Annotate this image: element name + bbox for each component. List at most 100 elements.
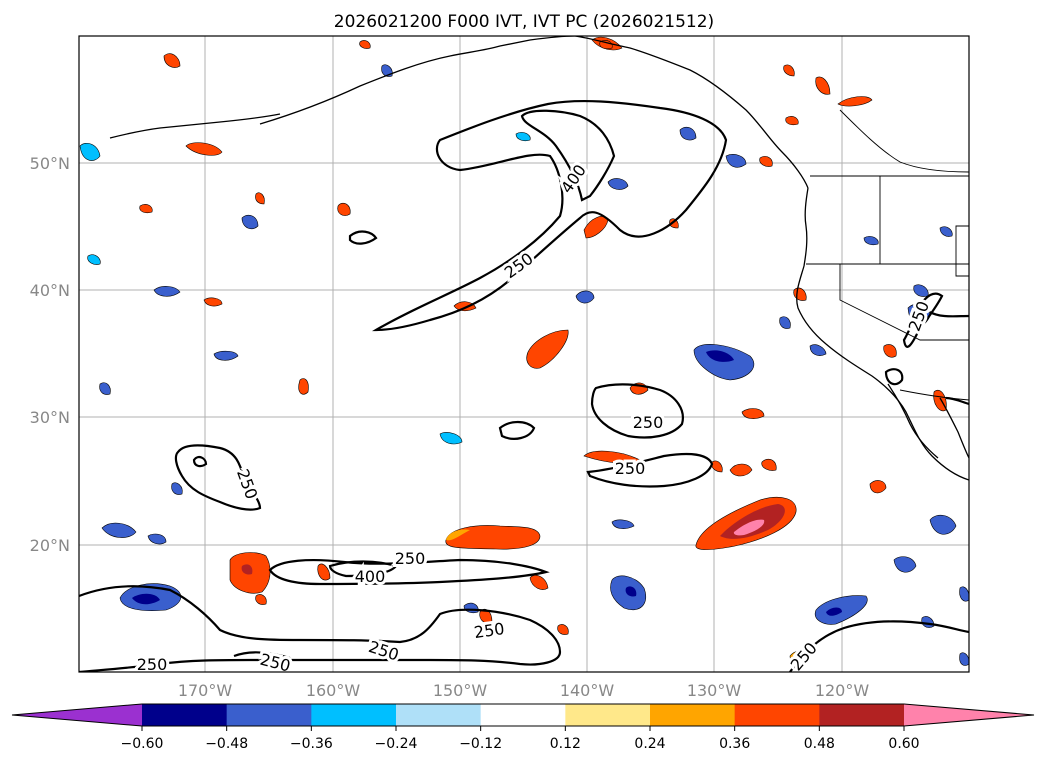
negative-blob (929, 514, 957, 535)
colorbar-segment (819, 704, 905, 726)
positive-blob (445, 525, 541, 550)
positive-blob (741, 408, 765, 419)
negative-blob (101, 522, 137, 538)
negative-blob (213, 350, 239, 361)
negative-blob (610, 575, 646, 610)
positive-blob (761, 458, 777, 471)
negative-blob (939, 226, 953, 237)
positive-blob (785, 116, 799, 126)
colorbar-tick-label: 0.60 (888, 736, 919, 752)
positive-blob (695, 497, 797, 550)
positive-blob (255, 594, 267, 605)
positive-blob (837, 96, 873, 107)
colorbar-tick-label: −0.36 (290, 736, 333, 752)
ivt-contour-250 (590, 383, 684, 439)
latitude-labels: 50°N 40°N 30°N 20°N (30, 154, 70, 555)
negative-blob (439, 432, 463, 445)
lat-label: 50°N (30, 154, 70, 173)
lon-label: 150°W (433, 681, 488, 700)
colorbar-segment (480, 704, 566, 726)
colorbar-segment (311, 704, 397, 726)
lon-label: 170°W (178, 681, 233, 700)
positive-blob (298, 378, 309, 395)
negative-blob (779, 316, 791, 329)
contour-label: 250 (615, 459, 646, 478)
ivt-contour-250 (789, 620, 969, 672)
negative-blob (693, 344, 755, 381)
colorbar-extend-high (904, 704, 1034, 726)
ivt-contour-400 (520, 109, 616, 202)
positive-blob (317, 563, 331, 581)
ivt-contour-250 (902, 292, 944, 348)
positive-blob (229, 552, 271, 594)
coastlines (109, 36, 969, 481)
alaska-coastline (259, 36, 576, 125)
positive-blob (529, 575, 549, 590)
ivt-pc-shading (79, 36, 969, 666)
lat-label: 20°N (30, 536, 70, 555)
contour-label: 250 (633, 413, 664, 432)
longitude-labels: 170°W 160°W 150°W 140°W 130°W 120°W (178, 681, 870, 700)
colorbar-tick-label: 0.24 (634, 736, 665, 752)
colorbar-tick-label: 0.48 (804, 736, 835, 752)
us-state-border (955, 225, 969, 277)
contour-label: 400 (355, 567, 386, 586)
contour-label: 250 (137, 655, 168, 674)
negative-blob (171, 482, 183, 495)
negative-blob (381, 64, 393, 77)
negative-blob (79, 143, 101, 161)
negative-blob (607, 178, 629, 190)
canada-coastline (803, 187, 809, 267)
map-panel: 400 250 250 250 250 400 250 250 250 250 … (78, 35, 970, 674)
map-title: 2026021200 F000 IVT, IVT PC (2026021512) (334, 12, 714, 32)
lon-label: 160°W (306, 681, 361, 700)
colorbar-segment (142, 704, 228, 726)
ivt-contour-250 (348, 230, 378, 245)
negative-blob (241, 214, 259, 230)
negative-blob (814, 595, 868, 625)
negative-blob (147, 533, 167, 545)
alaska-coastline (574, 36, 809, 189)
positive-blob (255, 192, 265, 205)
ivt-contour-250 (79, 585, 562, 672)
colorbar-tick-label: −0.12 (459, 736, 502, 752)
positive-blob (789, 650, 807, 664)
map-frame (78, 35, 970, 673)
positive-blob (599, 40, 613, 50)
colorbar-segment (565, 704, 651, 726)
negative-blob (99, 382, 111, 395)
colorbar-segment (226, 704, 312, 726)
canada-province-border (839, 109, 969, 173)
positive-blob (815, 76, 831, 95)
colorbar-tick-label: −0.48 (205, 736, 248, 752)
positive-blob (729, 463, 753, 477)
lon-label: 120°W (815, 681, 870, 700)
negative-blob (515, 132, 531, 142)
positive-blob (337, 202, 351, 216)
ivt-contour-250 (371, 99, 728, 332)
lon-label: 140°W (560, 681, 615, 700)
positive-blob (203, 297, 223, 307)
us-west-coastline (796, 265, 969, 481)
ivt-contour-250 (586, 453, 714, 488)
negative-blob (611, 519, 635, 529)
negative-blob (959, 652, 969, 666)
negative-blob (153, 286, 181, 297)
ivt-contours (79, 99, 969, 672)
colorbar-tick-label: −0.24 (375, 736, 418, 752)
colorbar-tick-label: 0.12 (550, 736, 581, 752)
us-mexico-border (899, 389, 969, 401)
colorbar-segment (650, 704, 736, 726)
ivt-contour-250 (929, 311, 969, 318)
negative-blob (679, 126, 697, 141)
positive-blob (139, 204, 153, 214)
positive-blob (557, 624, 569, 635)
positive-blob (759, 156, 773, 167)
positive-blob (163, 53, 181, 68)
us-state-border (839, 264, 969, 341)
lat-label: 40°N (30, 281, 70, 300)
positive-blob (883, 344, 897, 358)
colorbar-tick-label: −0.60 (121, 736, 164, 752)
ivt-contour-250 (233, 651, 291, 660)
ivt-contour-400 (328, 560, 398, 578)
